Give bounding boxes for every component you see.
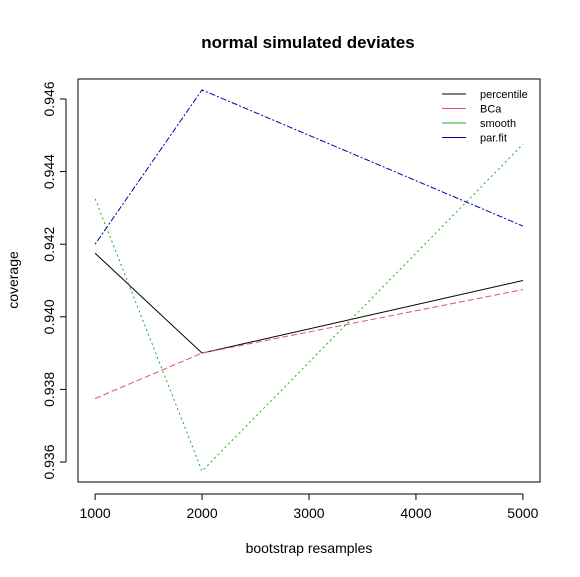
y-tick-label: 0.938 bbox=[41, 372, 57, 407]
chart-title: normal simulated deviates bbox=[201, 33, 415, 52]
x-axis-label: bootstrap resamples bbox=[246, 540, 373, 556]
x-axis: 1000 2000 3000 4000 5000 bbox=[80, 493, 539, 521]
plot-frame bbox=[77, 78, 541, 483]
y-tick-label: 0.944 bbox=[41, 154, 57, 189]
x-tick-label: 5000 bbox=[507, 505, 538, 521]
x-tick-label: 2000 bbox=[186, 505, 217, 521]
legend-label: BCa bbox=[480, 104, 502, 116]
y-tick-label: 0.942 bbox=[41, 226, 57, 261]
y-tick-label: 0.940 bbox=[41, 299, 57, 334]
x-tick-label: 3000 bbox=[293, 505, 324, 521]
x-tick-label: 1000 bbox=[80, 505, 111, 521]
legend: percentile BCa smooth par.fit bbox=[442, 89, 528, 145]
y-tick-label: 0.946 bbox=[41, 81, 57, 116]
series-line-percentile bbox=[94, 252, 523, 354]
legend-label: smooth bbox=[480, 118, 516, 130]
legend-label: percentile bbox=[480, 89, 528, 101]
series-line-bca bbox=[94, 289, 523, 399]
series-line-par-fit bbox=[94, 89, 524, 245]
legend-label: par.fit bbox=[480, 133, 507, 145]
y-tick-label: 0.936 bbox=[41, 444, 57, 479]
series-lines bbox=[94, 89, 524, 473]
y-axis: 0.936 0.938 0.940 0.942 0.944 0.946 bbox=[41, 81, 67, 480]
y-axis-label: coverage bbox=[5, 251, 21, 309]
x-tick-label: 4000 bbox=[400, 505, 431, 521]
series-line-smooth bbox=[94, 144, 524, 473]
